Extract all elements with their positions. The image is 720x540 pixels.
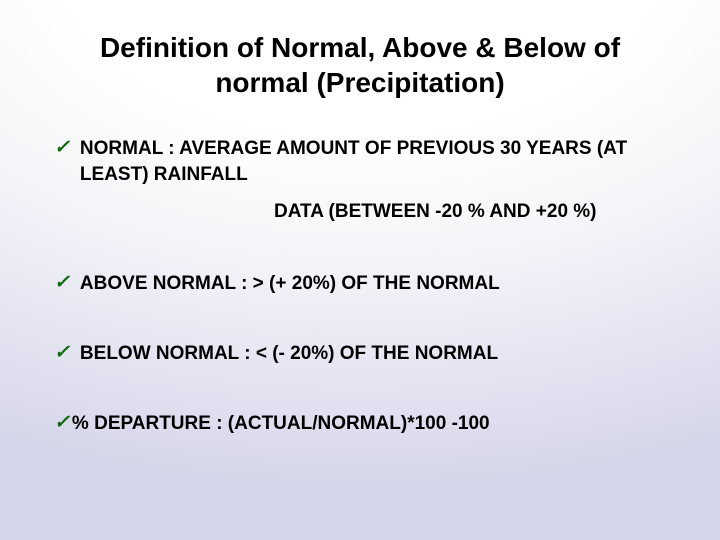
checkmark-icon: ✓ bbox=[54, 411, 70, 436]
slide: Definition of Normal, Above & Below of n… bbox=[0, 0, 720, 540]
slide-title: Definition of Normal, Above & Below of n… bbox=[0, 30, 720, 100]
bullet-below-normal: ✓ BELOW NORMAL : < (- 20%) OF THE NORMAL bbox=[54, 341, 680, 367]
bullet-departure-text: % DEPARTURE : (ACTUAL/NORMAL)*100 -100 bbox=[72, 411, 490, 437]
bullet-normal-text: NORMAL : AVERAGE AMOUNT OF PREVIOUS 30 Y… bbox=[80, 136, 680, 187]
bullet-below-normal-text: BELOW NORMAL : < (- 20%) OF THE NORMAL bbox=[80, 341, 498, 367]
bullet-above-normal: ✓ ABOVE NORMAL : > (+ 20%) OF THE NORMAL bbox=[54, 271, 680, 297]
checkmark-icon: ✓ bbox=[54, 136, 70, 161]
bullet-departure: ✓ % DEPARTURE : (ACTUAL/NORMAL)*100 -100 bbox=[54, 411, 680, 437]
bullet-above-normal-text: ABOVE NORMAL : > (+ 20%) OF THE NORMAL bbox=[80, 271, 500, 297]
bullet-normal: ✓ NORMAL : AVERAGE AMOUNT OF PREVIOUS 30… bbox=[54, 136, 680, 187]
checkmark-icon: ✓ bbox=[54, 341, 70, 366]
bullet-normal-subtext: DATA (BETWEEN -20 % AND +20 %) bbox=[274, 201, 680, 223]
checkmark-icon: ✓ bbox=[54, 271, 70, 296]
slide-body: ✓ NORMAL : AVERAGE AMOUNT OF PREVIOUS 30… bbox=[54, 136, 680, 436]
